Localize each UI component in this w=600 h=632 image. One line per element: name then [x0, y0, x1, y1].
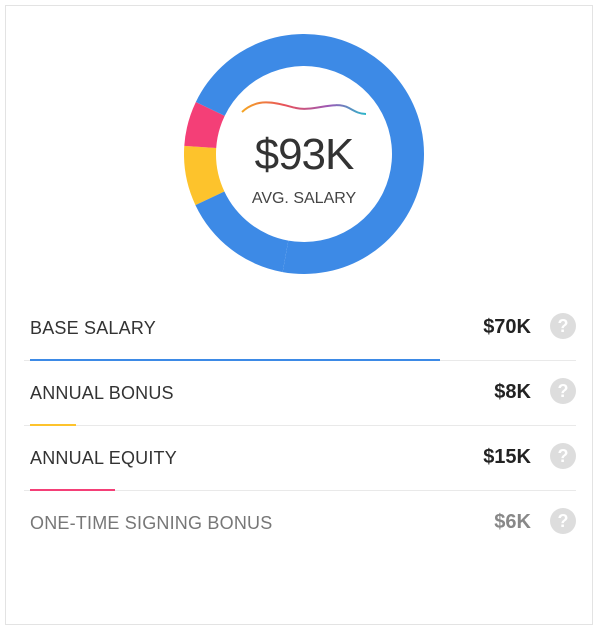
row-signing-bonus: ONE-TIME SIGNING BONUS $6K ?	[24, 491, 576, 556]
question-circle-icon[interactable]: ?	[550, 313, 576, 339]
component-label: ONE-TIME SIGNING BONUS	[30, 513, 273, 533]
salary-donut-chart: $93K AVG. SALARY	[184, 34, 424, 274]
component-bar	[30, 489, 115, 491]
row-base-salary: BASE SALARY $70K ?	[24, 296, 576, 361]
donut-slice-annual-equity	[195, 191, 289, 273]
donut-slice-one-time-signing-bonus	[184, 101, 225, 149]
salary-card: $93K AVG. SALARY BASE SALARY $70K ? ANNU…	[5, 5, 593, 625]
donut-svg	[184, 34, 424, 274]
component-bar	[30, 424, 76, 426]
question-circle-icon[interactable]: ?	[550, 378, 576, 404]
component-label: BASE SALARY	[30, 318, 156, 338]
component-value: $8K	[494, 381, 531, 403]
component-bar	[30, 359, 440, 361]
sparkline-curve	[241, 101, 367, 115]
component-label: ANNUAL BONUS	[30, 383, 174, 403]
donut-slice-annual-bonus	[184, 145, 225, 206]
row-annual-equity: ANNUAL EQUITY $15K ?	[24, 426, 576, 491]
component-value: $70K	[483, 316, 531, 338]
component-label: ANNUAL EQUITY	[30, 448, 177, 468]
salary-components-list: BASE SALARY $70K ? ANNUAL BONUS $8K ? AN…	[24, 296, 576, 556]
row-annual-bonus: ANNUAL BONUS $8K ?	[24, 361, 576, 426]
avg-salary-value: $93K	[254, 130, 355, 179]
question-circle-icon[interactable]: ?	[550, 443, 576, 469]
component-value: $6K	[494, 511, 531, 533]
component-value: $15K	[483, 446, 531, 468]
avg-salary-label: AVG. SALARY	[251, 190, 357, 207]
question-circle-icon[interactable]: ?	[550, 508, 576, 534]
